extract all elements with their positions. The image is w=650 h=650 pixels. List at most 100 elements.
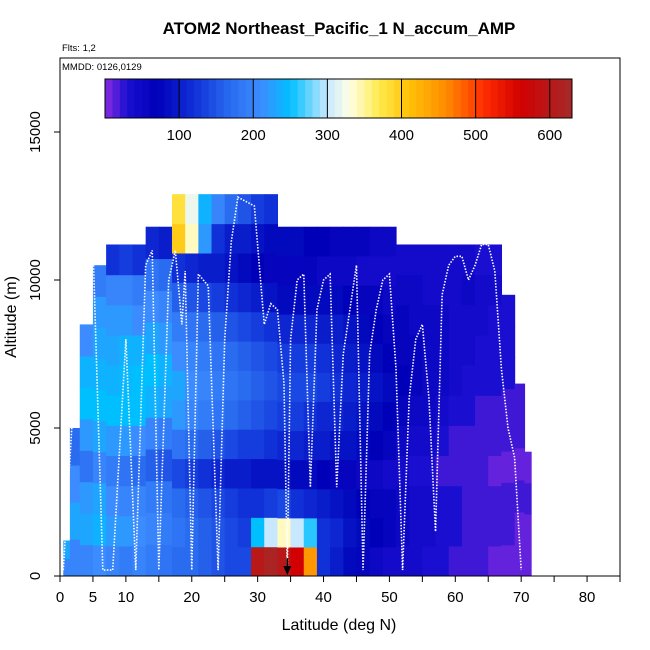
heat-cell — [185, 252, 199, 283]
heat-cell — [488, 244, 503, 276]
heat-cell — [409, 515, 423, 547]
y-axis-label: Altitude (m) — [3, 276, 20, 358]
heat-cell — [277, 226, 292, 257]
heat-cell — [409, 545, 423, 576]
colorbar-swatch — [371, 79, 380, 118]
heat-cell — [251, 399, 265, 430]
heat-cell — [119, 244, 134, 276]
heat-cell — [264, 370, 279, 401]
colorbar-swatch — [475, 79, 484, 118]
colorbar-swatch — [201, 79, 210, 118]
heat-cell — [132, 485, 147, 517]
heat-cell — [448, 515, 463, 547]
heat-cell — [237, 458, 252, 489]
colorbar-swatch — [231, 79, 239, 118]
heat-cell — [303, 226, 318, 257]
heat-cell — [448, 545, 463, 576]
colorbar-swatch — [282, 79, 291, 118]
heat-cell — [211, 458, 226, 489]
heat-cell — [92, 296, 107, 328]
heat-cell — [435, 455, 450, 487]
heat-cell — [369, 430, 384, 461]
heat-cell — [524, 513, 532, 546]
heat-cell — [185, 487, 199, 518]
heat-cell — [106, 304, 120, 336]
heat-cell — [224, 429, 239, 460]
heat-cell — [461, 244, 476, 276]
heat-cell — [264, 487, 279, 518]
heat-cell — [330, 517, 344, 548]
heat-cell — [316, 226, 331, 257]
heat-cell — [330, 430, 344, 461]
heat-cell — [343, 343, 358, 373]
heat-cell — [224, 341, 239, 371]
heat-cell — [211, 429, 226, 460]
x-tick-label: 50 — [381, 589, 398, 606]
colorbar-swatch — [542, 79, 551, 118]
heat-cell — [488, 425, 503, 457]
heat-cell — [63, 558, 71, 576]
heat-cell — [145, 290, 160, 323]
heat-cell — [237, 487, 252, 518]
heat-cell — [224, 517, 239, 548]
heat-cell — [382, 488, 397, 519]
heat-cell — [264, 429, 279, 460]
colorbar-swatch — [275, 79, 284, 118]
heat-cell — [435, 334, 450, 366]
heat-cell — [524, 451, 532, 484]
heat-cell — [185, 399, 199, 430]
heat-cell — [264, 341, 279, 371]
colorbar-swatch — [156, 79, 165, 118]
heat-cell — [369, 546, 384, 576]
heat-cell — [172, 311, 186, 342]
heat-cell — [303, 284, 318, 315]
colorbar-swatch — [490, 79, 499, 118]
heat-cell — [185, 429, 199, 460]
colorbar-swatch — [245, 79, 254, 118]
heat-cell — [224, 487, 239, 518]
heat-cell — [106, 455, 120, 487]
heat-cell — [435, 515, 450, 547]
heat-cell — [211, 223, 226, 254]
heat-cell — [211, 194, 226, 225]
heat-cell — [448, 485, 463, 517]
y-tick-label: 10000 — [27, 259, 44, 301]
heat-cell — [251, 252, 265, 283]
colorbar-swatch — [445, 79, 454, 118]
marker-layer — [283, 558, 292, 575]
heat-cell — [237, 282, 252, 313]
heat-cell — [422, 485, 437, 517]
heat-cell — [316, 517, 331, 548]
heat-cell — [277, 488, 292, 519]
heat-cell — [224, 311, 239, 342]
colorbar-swatch — [179, 79, 188, 118]
heat-cell — [501, 357, 516, 390]
heat-cell — [422, 304, 437, 336]
heat-cell — [475, 515, 489, 547]
heat-cell — [343, 314, 358, 344]
colorbar-frame — [104, 78, 573, 119]
heat-cell — [211, 341, 226, 371]
colorbar: 100 200 300 400 500 600 — [104, 78, 573, 144]
heat-cell — [172, 458, 186, 489]
heat-cell — [290, 459, 305, 490]
heat-cell — [92, 265, 107, 297]
heat-cell — [316, 488, 331, 519]
heat-cell — [145, 353, 160, 387]
heat-cell — [277, 343, 292, 373]
colorbar-swatch — [216, 79, 225, 118]
heat-cell — [158, 417, 173, 450]
heat-cell — [264, 458, 279, 489]
x-tick-label: 20 — [183, 589, 200, 606]
heat-cell — [343, 430, 358, 461]
heat-cell — [79, 387, 94, 420]
heat-cell — [475, 425, 489, 457]
heat-cell — [461, 545, 476, 576]
heat-cell — [251, 341, 265, 371]
heat-cell — [172, 341, 186, 371]
heat-cell — [343, 255, 358, 286]
heat-cell — [448, 395, 463, 426]
heat-cell — [119, 515, 134, 547]
heat-cell — [396, 485, 410, 517]
heat-cell — [132, 274, 147, 306]
